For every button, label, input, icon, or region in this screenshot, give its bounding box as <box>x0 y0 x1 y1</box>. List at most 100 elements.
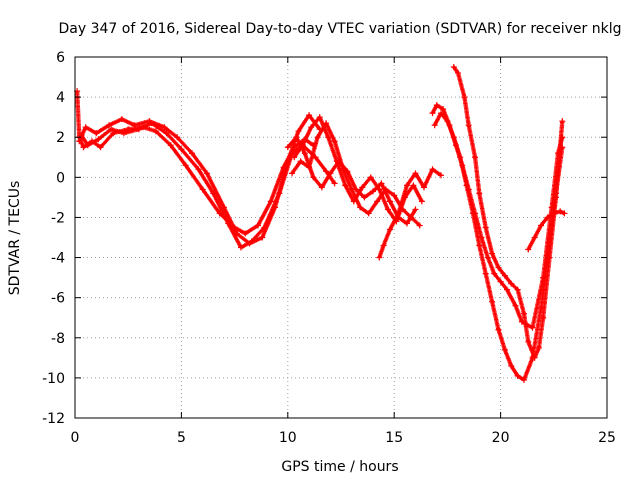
data-point <box>531 354 538 361</box>
data-point <box>438 110 445 117</box>
x-tick-label: 10 <box>279 430 297 446</box>
data-point <box>106 122 113 129</box>
y-tick-label: 2 <box>56 130 65 146</box>
data-point <box>418 198 425 205</box>
series-arc-10 <box>450 64 566 361</box>
data-point <box>538 222 545 229</box>
data-point <box>135 126 142 133</box>
series-arc-3 <box>78 120 338 251</box>
data-point <box>476 190 483 197</box>
y-tick-label: -12 <box>42 411 65 427</box>
data-point <box>210 190 217 197</box>
data-point <box>497 278 504 285</box>
data-point <box>521 310 528 317</box>
data-point <box>495 326 502 333</box>
data-point <box>386 198 393 205</box>
x-tick-label: 25 <box>598 430 616 446</box>
data-point <box>199 186 206 193</box>
data-point <box>267 198 274 205</box>
series-arc-7 <box>376 166 445 261</box>
data-point <box>408 214 415 221</box>
data-point <box>512 302 519 309</box>
data-point <box>342 182 349 189</box>
data-point <box>118 116 125 123</box>
data-point <box>301 150 308 157</box>
data-point <box>374 198 381 205</box>
data-point <box>310 174 317 181</box>
data-point <box>514 372 521 379</box>
y-tick-label: 6 <box>56 50 65 66</box>
data-point <box>380 242 387 249</box>
data-point <box>259 234 266 241</box>
y-tick-label: -4 <box>51 251 65 267</box>
data-point <box>540 314 547 321</box>
data-point <box>544 214 551 221</box>
data-point <box>299 142 306 149</box>
data-point <box>323 168 330 175</box>
y-tick-label: -6 <box>51 291 65 307</box>
data-point <box>84 142 91 149</box>
data-point <box>433 102 440 109</box>
data-point <box>76 138 83 145</box>
data-point <box>369 188 376 195</box>
data-point <box>189 150 196 157</box>
data-point <box>403 182 410 189</box>
x-tick-label: 5 <box>177 430 186 446</box>
data-point <box>455 70 462 77</box>
data-point <box>152 128 159 135</box>
y-tick-label: -10 <box>42 371 65 387</box>
data-point <box>80 144 87 151</box>
data-point <box>163 130 170 137</box>
y-tick-label: -8 <box>51 331 65 347</box>
data-point <box>261 224 268 231</box>
data-point <box>420 184 427 191</box>
data-point <box>174 134 181 141</box>
data-point <box>501 346 508 353</box>
data-point <box>203 170 210 177</box>
data-point <box>395 210 402 217</box>
data-point <box>293 134 300 141</box>
data-point <box>450 64 457 71</box>
data-point <box>255 222 262 229</box>
data-point <box>108 126 115 133</box>
data-point <box>561 210 568 217</box>
data-point <box>225 220 232 227</box>
data-point <box>120 130 127 137</box>
data-point <box>546 254 553 261</box>
data-point <box>376 186 383 193</box>
data-point <box>148 120 155 127</box>
data-point <box>559 118 566 125</box>
data-point <box>463 182 470 189</box>
data-point <box>289 150 296 157</box>
data-point <box>276 190 283 197</box>
data-point <box>95 136 102 143</box>
data-point <box>248 238 255 245</box>
data-point <box>438 172 445 179</box>
data-point <box>382 186 389 193</box>
data-point <box>361 194 368 201</box>
data-point <box>291 154 298 161</box>
data-point <box>314 134 321 141</box>
data-layer <box>74 64 568 383</box>
data-point <box>357 204 364 211</box>
data-point <box>78 132 85 139</box>
data-point <box>484 254 491 261</box>
data-point <box>529 324 536 331</box>
data-point <box>469 210 476 217</box>
data-point <box>391 192 398 199</box>
data-point <box>289 170 296 177</box>
data-point <box>476 242 483 249</box>
x-tick-label: 0 <box>71 430 80 446</box>
data-point <box>284 144 291 151</box>
series-arc-4 <box>284 134 419 227</box>
data-point <box>97 144 104 151</box>
y-tick-label: -2 <box>51 210 65 226</box>
data-point <box>412 170 419 177</box>
data-point <box>359 184 366 191</box>
data-point <box>350 198 357 205</box>
data-point <box>195 166 202 173</box>
data-point <box>552 194 559 201</box>
data-point <box>557 208 564 215</box>
